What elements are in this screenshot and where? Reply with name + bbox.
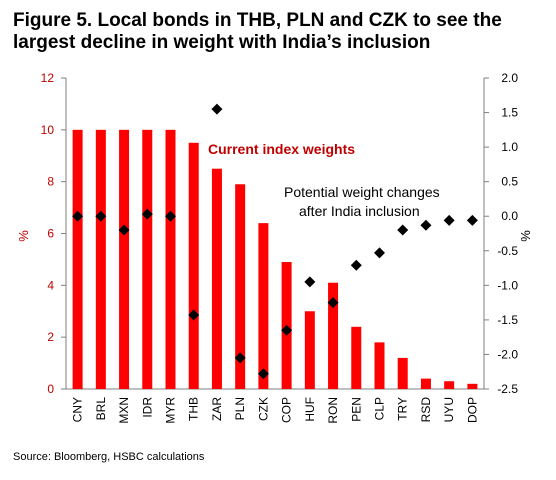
x-tick-label: THB [187,397,201,421]
marker-myr [165,210,176,222]
marker-pen [350,259,362,271]
marker-czk [257,368,269,380]
y-left-axis-label: % [16,230,31,242]
y-left-tick-label: 6 [47,227,54,241]
marker-brl [95,210,107,222]
y-right-tick-label: -1.5 [497,313,518,327]
marker-cny [72,210,84,222]
source-note: Source: Bloomberg, HSBC calculations [13,451,205,463]
marker-huf [304,276,316,288]
bar-cny [72,129,83,390]
y-right-tick-label: 1.0 [501,140,518,154]
y-right-tick-label: 0.5 [501,175,518,189]
x-tick-label: PEN [349,397,363,422]
x-tick-label: DOP [465,397,479,423]
y-left-tick-label: 4 [47,278,54,292]
x-tick-label: COP [280,397,294,423]
y-left-tick-label: 10 [41,123,55,137]
bar-pln [235,184,246,389]
y-left-tick-label: 8 [47,175,54,189]
plot-area: 0 2 4 6 8 10 12 -2.5 -2.0 -1.5 -1.0 -0.5 0.0 0.5 1.0 1.… [16,71,533,424]
bar-idr [142,129,153,390]
bar-dop [467,383,478,389]
chart-title: Figure 5. Local bonds in THB, PLN and CZ… [13,10,502,53]
bar-ron [328,282,339,389]
y-right-tick-label: 2.0 [501,71,518,85]
bar-series-label: Current index weights [208,141,355,157]
y-right-tick-label: 0.0 [501,209,518,223]
x-tick-label: TRY [396,397,410,421]
bar-uyu [444,381,455,389]
marker-series-label-line1: Potential weight changes [284,184,440,200]
bar-huf [304,311,315,389]
bar-pen [351,326,362,389]
bar-rsd [420,378,431,389]
marker-clp [374,247,385,259]
bar-try [397,357,408,389]
x-tick-label: IDR [140,397,154,418]
marker-dop [466,214,478,226]
marker-zar [211,103,223,115]
marker-ron [327,297,339,309]
x-tick-label: UYU [442,397,456,422]
x-tick-label: CLP [373,397,387,420]
bar-clp [374,342,385,389]
x-tick-label: MXN [117,397,131,424]
x-tick-label: CZK [256,397,270,421]
y-right-tick-label: 1.5 [501,106,518,120]
marker-cop [281,324,293,336]
x-tick-label: CNY [71,397,85,422]
y-left-tick-label: 2 [47,330,54,344]
bar-brl [95,129,106,390]
x-tick-label: RSD [419,397,433,423]
y-left-tick-label: 12 [41,71,55,85]
y-right-tick-label: -1.0 [497,278,518,292]
marker-mxn [118,224,130,236]
marker-rsd [420,219,432,231]
marker-series-label-line2: after India inclusion [299,203,420,219]
x-tick-label: HUF [303,397,317,422]
y-right-tick-label: -2.0 [497,347,518,361]
bar-thb [188,142,199,389]
bar-mxn [119,129,130,390]
y-left-tick-label: 0 [47,382,54,396]
marker-thb [188,309,200,321]
marker-uyu [443,214,455,226]
y-right-axis-label: % [518,230,533,242]
y-right-tick-label: -0.5 [497,244,518,258]
marker-try [397,224,409,236]
marker-pln [234,352,246,364]
bar-zar [211,168,222,389]
x-tick-label: MYR [164,397,178,424]
bar-myr [165,129,176,390]
y-right-tick-label: -2.5 [497,382,518,396]
x-tick-label: BRL [94,397,108,421]
x-tick-label: RON [326,397,340,424]
bar-czk [258,223,269,389]
marker-idr [141,208,153,220]
x-tick-label: ZAR [210,397,224,421]
x-tick-label: PLN [233,397,247,420]
